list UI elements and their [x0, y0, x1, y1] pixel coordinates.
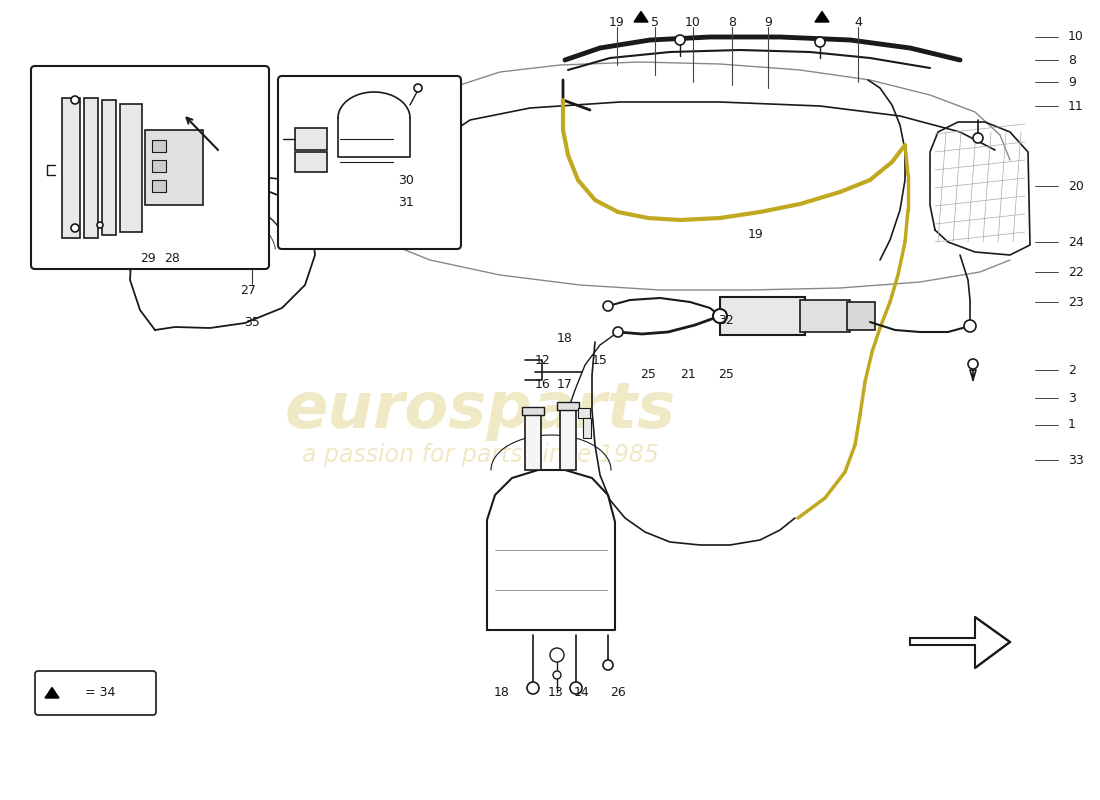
Text: 11: 11 [1068, 99, 1084, 113]
Text: a passion for parts since 1985: a passion for parts since 1985 [301, 443, 659, 467]
Text: 35: 35 [244, 315, 260, 329]
Circle shape [550, 648, 564, 662]
Text: 8: 8 [1068, 54, 1076, 66]
Text: 30: 30 [398, 174, 414, 186]
Bar [102, 100, 116, 235]
Text: 33: 33 [1068, 454, 1084, 466]
Text: 10: 10 [685, 15, 701, 29]
Bar [152, 160, 166, 172]
Text: 31: 31 [398, 195, 414, 209]
Text: 32: 32 [718, 314, 734, 326]
Text: 5: 5 [651, 15, 659, 29]
Text: 12: 12 [535, 354, 551, 366]
Text: 26: 26 [610, 686, 626, 698]
Text: 22: 22 [1068, 266, 1084, 278]
Circle shape [675, 35, 685, 45]
Bar [120, 104, 142, 232]
Text: 29: 29 [140, 251, 156, 265]
Bar [62, 98, 80, 238]
Circle shape [815, 37, 825, 47]
Bar [578, 408, 590, 418]
Text: 20: 20 [1068, 179, 1084, 193]
Text: 21: 21 [680, 369, 696, 382]
Text: 15: 15 [592, 354, 608, 366]
Bar [525, 415, 541, 470]
Text: = 34: = 34 [85, 686, 116, 698]
Text: 8: 8 [728, 15, 736, 29]
Bar [295, 152, 327, 172]
Bar [560, 410, 576, 470]
Polygon shape [815, 11, 829, 22]
Text: 18: 18 [494, 686, 510, 698]
Text: 4: 4 [854, 15, 862, 29]
Text: 19: 19 [609, 15, 625, 29]
FancyBboxPatch shape [278, 76, 461, 249]
Circle shape [553, 671, 561, 679]
Circle shape [72, 96, 79, 104]
Circle shape [713, 309, 727, 323]
Circle shape [968, 359, 978, 369]
Text: 9: 9 [1068, 75, 1076, 89]
Text: 17: 17 [557, 378, 573, 391]
Bar [720, 297, 805, 335]
FancyBboxPatch shape [31, 66, 270, 269]
Text: 28: 28 [164, 251, 180, 265]
Bar [84, 98, 98, 238]
FancyBboxPatch shape [35, 671, 156, 715]
Text: 9: 9 [764, 15, 772, 29]
Circle shape [97, 222, 103, 228]
Text: eurosparts: eurosparts [285, 379, 675, 441]
Text: 23: 23 [1068, 295, 1084, 309]
Circle shape [964, 320, 976, 332]
Text: 24: 24 [1068, 235, 1084, 249]
Text: 25: 25 [718, 369, 734, 382]
Circle shape [974, 133, 983, 143]
Circle shape [613, 327, 623, 337]
Circle shape [603, 301, 613, 311]
Circle shape [603, 660, 613, 670]
Text: 19: 19 [748, 229, 763, 242]
Bar [583, 418, 591, 438]
Text: 10: 10 [1068, 30, 1084, 43]
Bar [557, 402, 579, 410]
Polygon shape [634, 11, 648, 22]
Bar [145, 130, 204, 205]
Text: 13: 13 [548, 686, 564, 698]
Text: 16: 16 [535, 378, 551, 391]
Bar [152, 180, 166, 192]
Text: 3: 3 [1068, 391, 1076, 405]
Text: 27: 27 [240, 283, 256, 297]
Circle shape [527, 682, 539, 694]
Bar [295, 128, 327, 150]
Circle shape [414, 84, 422, 92]
Circle shape [72, 224, 79, 232]
Text: 1: 1 [1068, 418, 1076, 431]
Bar [522, 407, 544, 415]
Text: 25: 25 [640, 369, 656, 382]
Bar [800, 300, 850, 332]
Bar [847, 302, 874, 330]
Circle shape [570, 682, 582, 694]
Polygon shape [45, 687, 59, 698]
Text: 14: 14 [574, 686, 590, 698]
Text: 18: 18 [557, 331, 573, 345]
Bar [152, 140, 166, 152]
Text: 2: 2 [1068, 363, 1076, 377]
